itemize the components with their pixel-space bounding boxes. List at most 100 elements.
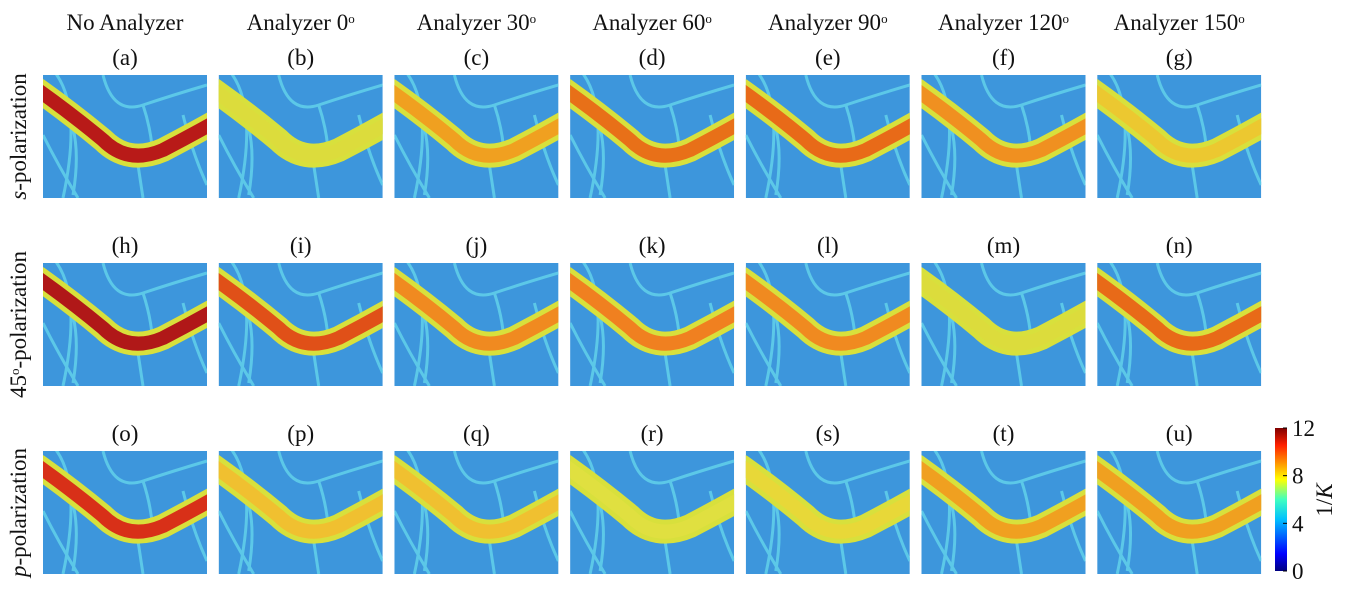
branch — [1015, 352, 1023, 386]
row-label-part: -polarization — [6, 251, 31, 369]
panel-label: (s) — [816, 421, 840, 446]
column-header: Analyzer 0o — [247, 10, 355, 35]
panel-image — [570, 451, 735, 574]
vessel-core — [1097, 460, 1262, 539]
panel-label: (i) — [290, 233, 312, 258]
branch — [839, 164, 848, 198]
image-content — [570, 75, 735, 198]
row-label-part: 45 — [6, 375, 31, 398]
panel-image — [570, 263, 735, 386]
branch — [181, 490, 207, 562]
branch — [745, 322, 783, 386]
panel-label: (j) — [466, 233, 488, 258]
image-content — [570, 263, 735, 386]
column-header-part: Analyzer 0 — [247, 10, 349, 35]
branch — [43, 134, 80, 198]
vessel-core — [921, 272, 1086, 351]
branch — [745, 134, 783, 198]
column-header: Analyzer 60o — [592, 10, 712, 35]
vessel-core — [745, 272, 910, 351]
row-label-part: -polarization — [6, 448, 31, 566]
branch — [218, 322, 255, 386]
image-content — [745, 75, 910, 198]
branch — [570, 322, 607, 386]
row-label-part: -polarization — [6, 73, 31, 191]
branch — [1015, 164, 1023, 198]
column-header-part: o — [1238, 11, 1245, 26]
panel-image — [745, 451, 910, 574]
column-header-part: Analyzer 30 — [417, 10, 530, 35]
branch — [312, 352, 321, 386]
image-content — [1097, 75, 1262, 198]
colorbar-label: 1/K — [1312, 482, 1337, 517]
branch — [1060, 490, 1086, 562]
branch — [1235, 114, 1262, 186]
branch — [357, 114, 383, 186]
branch — [43, 322, 80, 386]
image-content — [394, 263, 559, 386]
branch — [487, 164, 496, 198]
vessel-core — [43, 272, 207, 351]
branch — [884, 490, 910, 562]
branch — [663, 540, 672, 574]
column-header-part: Analyzer 90 — [768, 10, 881, 35]
column-header-part: o — [348, 11, 355, 26]
panel-image — [218, 75, 383, 198]
panel-label: (t) — [993, 421, 1015, 446]
image-content — [570, 451, 735, 574]
vessel-core — [570, 272, 735, 351]
panel-image — [394, 263, 559, 386]
branch — [357, 490, 383, 562]
branch — [708, 490, 735, 562]
branch — [663, 352, 672, 386]
panel-image — [921, 451, 1086, 574]
branch — [136, 540, 145, 574]
panel-image — [745, 75, 910, 198]
row-label-part: o — [7, 369, 22, 376]
branch — [745, 510, 783, 574]
vessel-core — [1097, 272, 1262, 351]
vessel-core — [43, 84, 207, 163]
panel-label: (o) — [112, 421, 139, 446]
branch — [708, 302, 735, 374]
image-content — [43, 75, 207, 198]
column-header: Analyzer 30o — [417, 10, 537, 35]
image-content — [218, 263, 383, 386]
column-header-part: Analyzer 120 — [938, 10, 1063, 35]
vessel-core — [570, 460, 735, 539]
column-header-part: No Analyzer — [67, 10, 184, 35]
branch — [839, 540, 848, 574]
colorbar-tick-label: 12 — [1292, 416, 1315, 441]
branch — [312, 540, 321, 574]
branch — [394, 134, 431, 198]
branch — [532, 490, 559, 562]
column-header: Analyzer 150o — [1114, 10, 1245, 35]
branch — [487, 540, 496, 574]
branch — [708, 114, 735, 186]
branch — [1097, 322, 1134, 386]
vessel-core — [921, 460, 1086, 539]
colorbar-tick-label: 8 — [1292, 464, 1304, 489]
panel-label: (b) — [287, 45, 314, 70]
branch — [1060, 114, 1086, 186]
panel-label: (d) — [639, 45, 666, 70]
vessel-core — [745, 460, 910, 539]
panel-label: (u) — [1166, 421, 1193, 446]
panel-image — [1097, 451, 1262, 574]
branch — [663, 164, 672, 198]
branch — [1015, 540, 1023, 574]
colorbar-label-part: K — [1312, 482, 1337, 500]
column-header: Analyzer 120o — [938, 10, 1069, 35]
panel-label: (r) — [641, 421, 664, 446]
vessel-core — [218, 84, 383, 163]
panel-label: (n) — [1166, 233, 1193, 258]
vessel-core — [745, 84, 910, 163]
image-content — [1097, 263, 1262, 386]
panel-label: (k) — [639, 233, 666, 258]
vessel-core — [921, 84, 1086, 163]
panel-label: (e) — [815, 45, 841, 70]
branch — [1097, 134, 1134, 198]
column-header-part: o — [881, 11, 888, 26]
panel-image — [43, 263, 207, 386]
